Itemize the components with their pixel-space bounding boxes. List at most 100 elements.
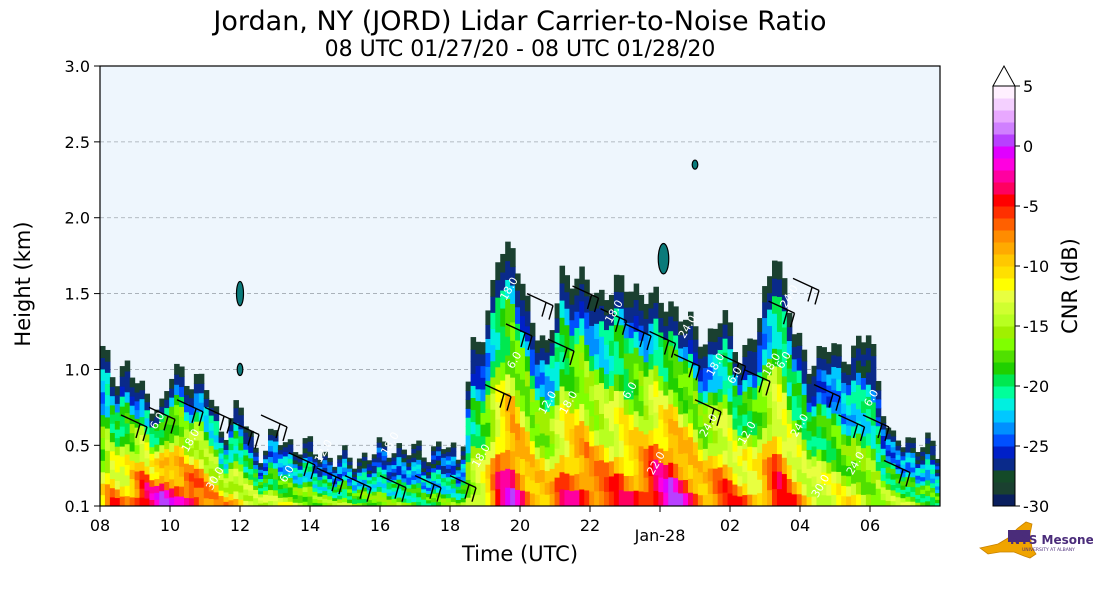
x-tick-label: 02: [720, 516, 740, 535]
cnr-cell: [485, 436, 491, 451]
colorbar-tick-label: 0: [1023, 137, 1033, 156]
cnr-cell: [480, 365, 487, 378]
cnr-cell: [356, 482, 363, 487]
cnr-cell: [846, 475, 852, 487]
cnr-cell: [396, 488, 403, 494]
cnr-cell: [272, 451, 279, 458]
colorbar-swatch: [993, 410, 1015, 423]
cnr-cell: [554, 303, 561, 319]
cnr-cell: [253, 476, 259, 482]
cnr-cell: [851, 471, 857, 484]
cnr-cell: [534, 387, 541, 401]
cnr-cell: [752, 446, 758, 460]
cnr-cell: [460, 497, 467, 503]
cnr-cell: [594, 414, 600, 431]
cnr-cell: [203, 464, 210, 474]
cnr-cell: [930, 459, 936, 465]
cnr-cell: [386, 485, 393, 490]
wind-barb-flag: [170, 419, 176, 434]
cnr-cell: [688, 381, 694, 396]
cnr-cell: [475, 423, 482, 437]
cnr-cell: [421, 495, 427, 500]
cnr-cell: [391, 483, 398, 488]
cnr-cell: [707, 442, 714, 456]
cnr-cell: [574, 311, 580, 329]
wind-barb-flag: [828, 393, 834, 408]
cnr-cell: [287, 477, 294, 483]
cnr-cell: [218, 490, 225, 496]
cnr-cell: [584, 360, 590, 378]
wind-barb-flag: [359, 484, 365, 499]
cnr-cell: [673, 334, 679, 350]
cnr-cell: [742, 367, 748, 381]
cnr-cell: [218, 452, 225, 459]
cnr-cell: [628, 475, 635, 492]
cnr-cell: [218, 479, 225, 486]
cnr-cell: [213, 448, 220, 457]
cnr-cell: [307, 441, 314, 447]
cnr-cell: [776, 453, 783, 472]
cnr-cell: [584, 457, 590, 475]
cnr-cell: [579, 266, 585, 285]
cnr-cell: [554, 390, 561, 406]
cnr-cell: [381, 496, 388, 502]
cnr-cell: [767, 358, 773, 376]
cnr-cell: [697, 369, 704, 382]
cnr-cell: [851, 460, 857, 473]
cnr-cell: [569, 459, 575, 476]
cnr-cell: [307, 446, 314, 452]
cnr-cell: [248, 441, 254, 448]
cnr-cell: [796, 431, 803, 445]
cnr-cell: [638, 475, 645, 492]
cnr-cell: [109, 404, 116, 415]
wind-barb-flag: [310, 464, 316, 480]
cnr-cell: [159, 467, 165, 476]
cnr-cell: [455, 466, 462, 471]
cnr-cell: [589, 355, 595, 372]
cnr-cell: [900, 447, 907, 453]
cnr-cell: [702, 459, 709, 472]
cnr-cell: [109, 441, 116, 452]
cnr-cell: [757, 465, 763, 480]
cnr-cell: [366, 499, 373, 504]
cnr-cell: [935, 475, 940, 480]
cnr-cell: [253, 481, 259, 486]
cnr-cell: [905, 471, 911, 478]
colorbar-swatch: [993, 494, 1015, 507]
cnr-cell: [747, 374, 753, 387]
cnr-cell: [159, 413, 165, 423]
cnr-cell: [391, 487, 398, 492]
cnr-cell: [233, 407, 239, 416]
cnr-cell: [613, 373, 620, 391]
cnr-cell: [841, 372, 847, 383]
cnr-cell: [188, 389, 195, 399]
cnr-cell: [322, 455, 328, 461]
cnr-cell: [564, 308, 571, 326]
cnr-cell: [569, 381, 575, 398]
cnr-cell: [440, 461, 447, 466]
cnr-cell: [193, 402, 200, 413]
cnr-cell: [396, 474, 403, 480]
cnr-cell: [702, 494, 709, 506]
cnr-cell: [663, 492, 669, 506]
cnr-cell: [856, 445, 862, 458]
cnr-cell: [144, 417, 151, 427]
cnr-cell: [366, 466, 373, 471]
cnr-cell: [589, 385, 595, 402]
wind-barb-flag: [807, 287, 813, 302]
cnr-cell: [648, 445, 655, 461]
cnr-cell: [836, 367, 842, 380]
cnr-cell: [238, 449, 244, 458]
cnr-cell: [707, 480, 714, 494]
cnr-cell: [895, 496, 902, 502]
cnr-cell: [243, 477, 249, 484]
cnr-cell: [524, 385, 531, 402]
cnr-cell: [184, 480, 190, 490]
cnr-cell: [129, 432, 136, 443]
cnr-cell: [203, 448, 210, 457]
cnr-cell: [322, 486, 328, 492]
cnr-cell: [411, 492, 417, 498]
cnr-cell: [584, 311, 590, 329]
cnr-cell: [376, 471, 383, 478]
cnr-cell: [416, 454, 422, 460]
